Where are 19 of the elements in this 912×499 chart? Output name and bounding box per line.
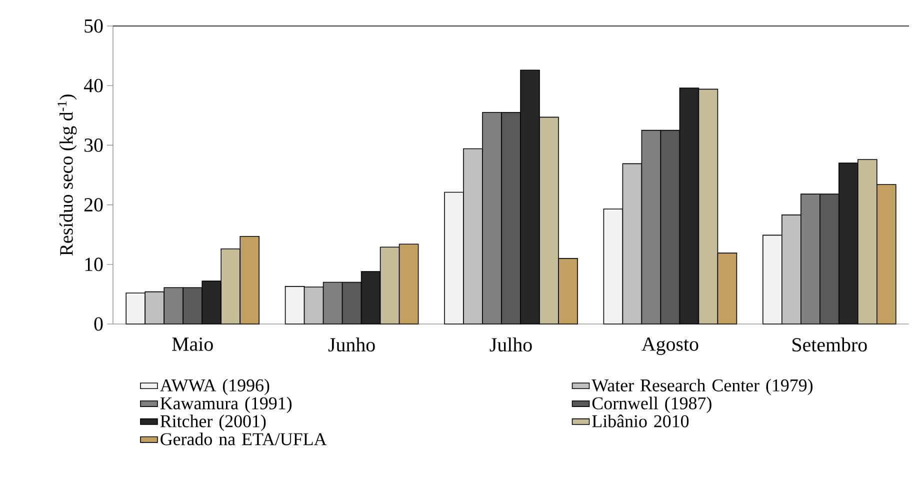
x-tick-label: Maio	[172, 338, 213, 351]
x-tick-label: Junho	[328, 338, 375, 352]
y-tick-label: 40	[84, 78, 103, 92]
y-tick-label: 50	[84, 19, 103, 33]
legend-label: Libânio 2010	[592, 414, 689, 428]
legend-label: Cornwell (1987)	[592, 396, 712, 414]
y-tick-label: 20	[84, 198, 103, 212]
legend-label: Kawamura (1991)	[160, 396, 292, 414]
x-tick-label: Setembro	[792, 338, 867, 352]
x-tick-label: Julho	[490, 338, 532, 352]
legend-label: Gerado na ETA/UFLA	[160, 432, 327, 446]
y-tick-label: 10	[85, 258, 103, 272]
x-tick-label: Agosto	[642, 338, 698, 355]
y-axis-title: Resíduo seco (kg d$^{-1}$)	[58, 94, 77, 256]
y-tick-label: 30	[84, 138, 103, 152]
y-tick-label: 0	[94, 317, 103, 331]
legend-label: AWWA (1996)	[160, 378, 270, 396]
legend-label: Ritcher (2001)	[160, 414, 266, 431]
legend-label: Water Research Center (1979)	[592, 378, 812, 396]
